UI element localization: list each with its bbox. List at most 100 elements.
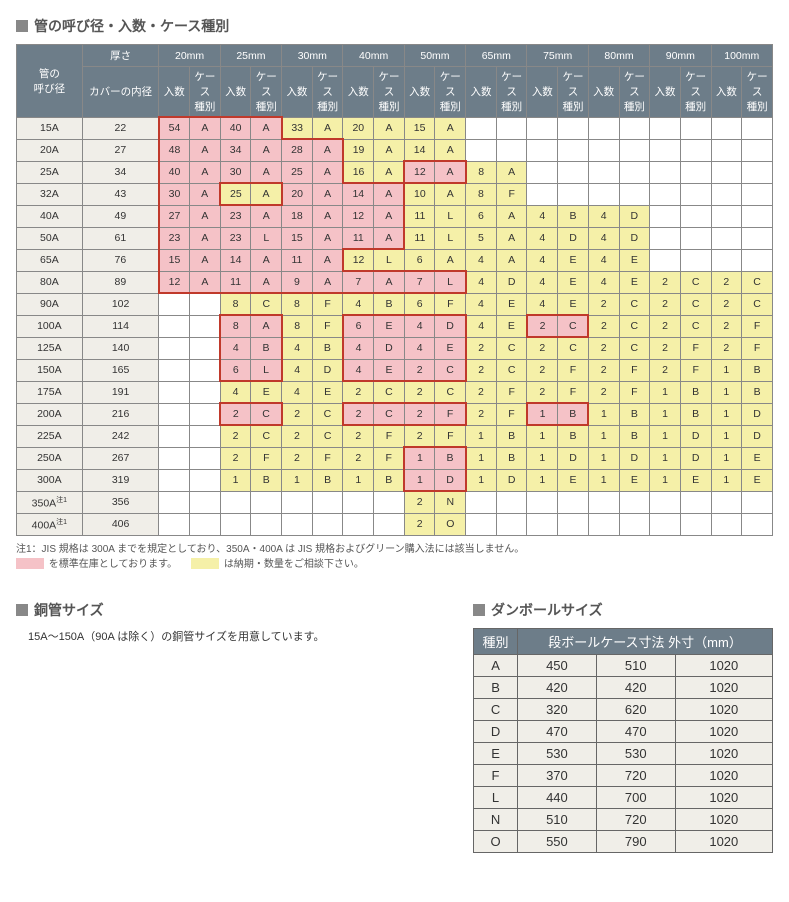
cell-case (680, 183, 711, 205)
cell-qty: 6 (466, 205, 497, 227)
cell-inner: 89 (82, 271, 159, 293)
cardboard-dim-cell: 1020 (675, 742, 772, 764)
cell-qty: 1 (711, 425, 742, 447)
cell-qty (711, 249, 742, 271)
cardboard-row: C3206201020 (474, 698, 773, 720)
table-row: 20A2748A34A28A19A14A (17, 139, 773, 161)
cell-case: A (312, 205, 343, 227)
cell-case: A (374, 271, 405, 293)
cell-qty (650, 139, 681, 161)
table-row: 80A8912A11A9A7A7L4D4E4E2C2C (17, 271, 773, 293)
cardboard-dim-cell: 470 (596, 720, 675, 742)
cell-qty (650, 227, 681, 249)
cell-size: 32A (17, 183, 83, 205)
table-row: 150A1656L4D4E2C2C2F2F2F1B (17, 359, 773, 381)
cell-qty (711, 513, 742, 535)
cell-qty: 25 (220, 183, 251, 205)
cell-inner: 61 (82, 227, 159, 249)
cell-case: B (312, 469, 343, 491)
cell-qty (588, 139, 619, 161)
cell-qty: 2 (404, 403, 435, 425)
cell-qty: 2 (220, 447, 251, 469)
cell-case: D (558, 227, 589, 249)
cell-qty: 14 (343, 183, 374, 205)
cell-case: F (312, 447, 343, 469)
cell-qty: 1 (466, 425, 497, 447)
cell-case (619, 513, 650, 535)
cell-case: L (251, 227, 282, 249)
cell-qty: 1 (650, 381, 681, 403)
cardboard-dim-cell: 700 (596, 786, 675, 808)
th-case-5: ケース種別 (496, 67, 527, 118)
cell-case (680, 139, 711, 161)
cell-case: B (558, 403, 589, 425)
th-qty-1: 入数 (220, 67, 251, 118)
footnote-note1: 注1：JIS 規格は 300A までを規定としており、350A・400A は J… (16, 542, 773, 557)
cell-qty: 4 (527, 205, 558, 227)
copper-title-text: 銅管サイズ (34, 600, 104, 620)
cardboard-dim-cell: 450 (518, 654, 597, 676)
cell-qty (159, 403, 190, 425)
cell-inner: 49 (82, 205, 159, 227)
cardboard-dim-cell: 1020 (675, 786, 772, 808)
cell-case (619, 491, 650, 513)
cell-inner: 114 (82, 315, 159, 337)
cell-case: A (251, 183, 282, 205)
cell-qty (711, 183, 742, 205)
cardboard-type-cell: D (474, 720, 518, 742)
cell-inner: 22 (82, 117, 159, 139)
cardboard-row: F3707201020 (474, 764, 773, 786)
cell-qty: 2 (650, 337, 681, 359)
cell-case: A (374, 117, 405, 139)
cell-case: A (251, 315, 282, 337)
cell-qty: 8 (220, 293, 251, 315)
main-table-head: 管の呼び径厚さ20mm25mm30mm40mm50mm65mm75mm80mm9… (17, 45, 773, 118)
cell-case: A (312, 183, 343, 205)
cardboard-type-cell: O (474, 830, 518, 852)
cell-qty (527, 161, 558, 183)
cell-qty: 15 (159, 249, 190, 271)
cell-qty: 4 (282, 359, 313, 381)
cell-case: A (251, 161, 282, 183)
cell-qty: 23 (220, 227, 251, 249)
cell-qty (159, 513, 190, 535)
th-case-8: ケース種別 (680, 67, 711, 118)
th-thickness: 厚さ (82, 45, 159, 67)
cell-qty: 2 (404, 425, 435, 447)
cell-size: 100A (17, 315, 83, 337)
cell-size: 50A (17, 227, 83, 249)
cell-size: 20A (17, 139, 83, 161)
cell-qty: 2 (588, 359, 619, 381)
cell-case (190, 447, 221, 469)
cardboard-type-cell: B (474, 676, 518, 698)
cell-case (680, 513, 711, 535)
cell-qty: 4 (220, 381, 251, 403)
th-case-4: ケース種別 (435, 67, 466, 118)
cell-qty: 4 (343, 337, 374, 359)
cardboard-type-cell: L (474, 786, 518, 808)
cell-qty: 10 (404, 183, 435, 205)
th-case-7: ケース種別 (619, 67, 650, 118)
cell-qty: 2 (282, 403, 313, 425)
cell-case: C (251, 425, 282, 447)
cell-qty: 1 (527, 469, 558, 491)
cardboard-dim-cell: 510 (518, 808, 597, 830)
cell-inner: 356 (82, 491, 159, 513)
cell-qty (220, 513, 251, 535)
cell-case: E (251, 381, 282, 403)
table-row: 90A1028C8F4B6F4E4E2C2C2C (17, 293, 773, 315)
cell-qty (650, 491, 681, 513)
cell-case (742, 117, 773, 139)
cell-case: A (312, 139, 343, 161)
cell-qty: 1 (588, 469, 619, 491)
cell-case: L (435, 227, 466, 249)
cell-qty: 1 (711, 359, 742, 381)
cell-case (496, 139, 527, 161)
cell-case: E (742, 469, 773, 491)
cell-case: D (496, 271, 527, 293)
cell-case (190, 513, 221, 535)
footnote-block: 注1：JIS 規格は 300A までを規定としており、350A・400A は J… (16, 542, 773, 572)
cell-case: A (435, 139, 466, 161)
cell-size: 25A (17, 161, 83, 183)
th-case-0: ケース種別 (190, 67, 221, 118)
